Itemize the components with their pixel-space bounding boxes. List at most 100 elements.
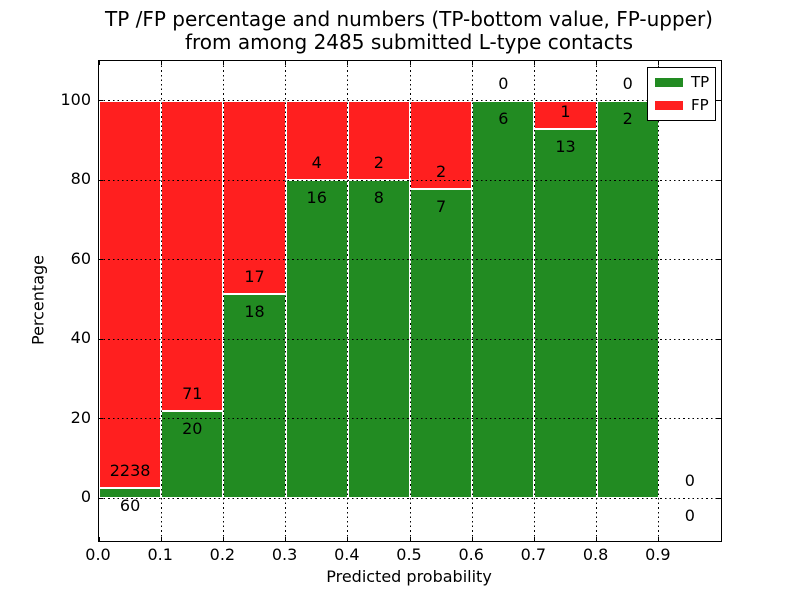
x-tick-mark-top [160, 61, 162, 65]
chart-title: TP /FP percentage and numbers (TP-bottom… [98, 8, 720, 54]
fp-count-label: 1 [560, 102, 571, 122]
bar-tp-segment [596, 100, 659, 499]
tp-count-label: 0 [684, 506, 695, 526]
bar-tp-segment [223, 293, 286, 499]
gridline-vertical [471, 61, 473, 541]
tp-count-label: 6 [498, 108, 509, 128]
gridline-horizontal [99, 259, 721, 261]
gridline-vertical [222, 61, 224, 541]
gridline-horizontal [99, 100, 721, 102]
x-tick-label: 0.9 [645, 545, 671, 564]
fp-count-label: 2238 [109, 460, 151, 480]
y-tick-mark [99, 100, 103, 102]
y-tick-label: 20 [70, 407, 91, 427]
gridline-vertical [409, 61, 411, 541]
y-tick-label: 40 [70, 328, 91, 348]
x-tick-label: 0.7 [520, 545, 547, 564]
gridline-vertical [658, 61, 660, 541]
tp-count-label: 2 [622, 108, 633, 128]
y-tick-mark [99, 259, 103, 261]
y-tick-mark-right [717, 497, 721, 499]
x-tick-mark-top [285, 61, 287, 65]
x-tick-mark [596, 537, 598, 541]
y-tick-mark-right [717, 418, 721, 420]
chart-title-line2: from among 2485 submitted L-type contact… [184, 30, 634, 54]
x-tick-mark-top [222, 61, 224, 65]
x-tick-label: 0.6 [458, 545, 484, 564]
legend-label-tp: TP [691, 73, 710, 91]
x-tick-label: 0.2 [209, 545, 236, 564]
y-tick-mark [99, 418, 103, 420]
tp-swatch [655, 78, 683, 87]
bar-fp-segment [99, 100, 162, 488]
gridline-horizontal [99, 179, 721, 181]
y-tick-mark-right [717, 338, 721, 340]
y-tick-label: 60 [70, 248, 91, 268]
bar-tp-segment [534, 129, 597, 499]
bar-tp-segment [472, 100, 535, 499]
legend-entry-tp: TP [655, 73, 710, 91]
bar-fp-segment [347, 100, 410, 181]
x-tick-label: 0.0 [85, 545, 111, 564]
tp-count-label: 60 [119, 495, 141, 515]
x-tick-mark [160, 537, 162, 541]
bar-fp-segment [534, 100, 597, 130]
bar-fp-segment [285, 100, 348, 181]
tp-count-label: 16 [306, 188, 327, 208]
fp-count-label: 2 [436, 162, 447, 182]
x-tick-label: 0.1 [147, 545, 173, 564]
tp-count-label: 20 [182, 418, 203, 438]
y-tick-mark [99, 338, 103, 340]
chart-title-line1: TP /FP percentage and numbers (TP-bottom… [105, 7, 713, 31]
x-tick-label: 0.4 [334, 545, 360, 564]
x-tick-mark [409, 537, 411, 541]
fp-count-label: 71 [182, 383, 203, 403]
y-tick-mark [99, 179, 103, 181]
x-tick-mark [471, 537, 473, 541]
gridline-vertical [596, 61, 598, 541]
x-tick-mark [285, 537, 287, 541]
y-tick-label: 0 [80, 487, 91, 507]
gridline-horizontal [99, 418, 721, 420]
gridline-vertical [347, 61, 349, 541]
y-tick-mark-right [717, 179, 721, 181]
gridline-horizontal [99, 338, 721, 340]
fp-count-label: 0 [498, 73, 509, 93]
y-tick-label: 100 [60, 89, 91, 109]
gridline-horizontal [99, 497, 721, 499]
gridline-vertical [285, 61, 287, 541]
fp-count-label: 2 [373, 153, 384, 173]
tp-count-label: 7 [436, 196, 447, 216]
bar-fp-segment [223, 100, 286, 294]
x-tick-mark-top [409, 61, 411, 65]
bar-tp-segment [410, 189, 473, 499]
fp-count-label: 17 [244, 266, 265, 286]
x-axis-label: Predicted probability [326, 567, 492, 586]
tp-count-label: 18 [244, 301, 265, 321]
x-tick-mark-top [471, 61, 473, 65]
bar-tp-segment [161, 410, 224, 499]
bar-fp-segment [410, 100, 473, 190]
bar-tp-segment [99, 487, 162, 499]
tp-count-label: 13 [555, 137, 576, 157]
x-tick-mark [658, 537, 660, 541]
x-tick-mark-top [98, 61, 100, 65]
tp-count-label: 8 [373, 188, 384, 208]
x-tick-label: 0.8 [582, 545, 609, 564]
x-tick-mark-top [347, 61, 349, 65]
y-tick-mark-right [717, 100, 721, 102]
x-tick-mark-top [658, 61, 660, 65]
fp-count-label: 4 [311, 153, 322, 173]
x-tick-mark [533, 537, 535, 541]
y-axis-label: Percentage [28, 254, 48, 346]
gridline-vertical [533, 61, 535, 541]
legend-label-fp: FP [691, 96, 709, 114]
fp-swatch [655, 101, 683, 110]
plot-area: 2238 60 71 20 17 18 4 16 2 8 2 7 0 6 1 13 0 2 0 0 [98, 60, 722, 542]
legend-entry-fp: FP [655, 96, 709, 114]
x-tick-mark-top [533, 61, 535, 65]
gridline-vertical [160, 61, 162, 541]
fp-count-label: 0 [622, 73, 633, 93]
y-tick-label: 80 [70, 169, 91, 189]
